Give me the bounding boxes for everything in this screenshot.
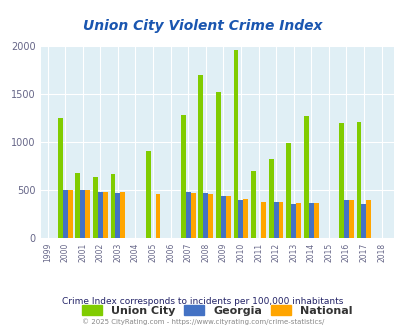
Bar xyxy=(58,118,63,238)
Bar xyxy=(145,150,150,238)
Bar xyxy=(278,202,283,238)
Bar xyxy=(338,123,343,238)
Bar xyxy=(68,190,72,238)
Bar xyxy=(220,196,225,238)
Bar xyxy=(348,200,353,238)
Text: Crime Index corresponds to incidents per 100,000 inhabitants: Crime Index corresponds to incidents per… xyxy=(62,297,343,307)
Bar xyxy=(233,50,238,238)
Bar xyxy=(102,192,107,238)
Bar xyxy=(243,199,248,238)
Bar xyxy=(115,193,120,238)
Bar xyxy=(208,194,213,238)
Bar xyxy=(343,200,348,238)
Bar xyxy=(85,190,90,238)
Bar xyxy=(80,190,85,238)
Bar xyxy=(63,190,68,238)
Bar xyxy=(313,203,318,238)
Bar xyxy=(356,122,360,238)
Bar xyxy=(190,193,195,238)
Bar xyxy=(360,204,365,238)
Bar xyxy=(260,202,265,238)
Bar xyxy=(203,193,208,238)
Bar xyxy=(75,174,80,238)
Bar xyxy=(365,200,371,238)
Legend: Union City, Georgia, National: Union City, Georgia, National xyxy=(77,301,356,320)
Text: © 2025 CityRating.com - https://www.cityrating.com/crime-statistics/: © 2025 CityRating.com - https://www.city… xyxy=(82,318,323,325)
Bar xyxy=(185,192,190,238)
Bar xyxy=(273,202,278,238)
Text: Union City Violent Crime Index: Union City Violent Crime Index xyxy=(83,19,322,33)
Bar xyxy=(93,177,98,238)
Bar xyxy=(98,192,102,238)
Bar xyxy=(268,159,273,238)
Bar xyxy=(120,192,125,238)
Bar xyxy=(198,75,203,238)
Bar xyxy=(286,143,290,238)
Bar xyxy=(225,196,230,238)
Bar xyxy=(290,204,295,238)
Bar xyxy=(303,116,308,238)
Bar xyxy=(180,115,185,238)
Bar xyxy=(215,92,220,238)
Bar xyxy=(238,200,243,238)
Bar xyxy=(110,175,115,238)
Bar xyxy=(155,194,160,238)
Bar xyxy=(308,203,313,238)
Bar xyxy=(295,203,300,238)
Bar xyxy=(251,171,256,238)
